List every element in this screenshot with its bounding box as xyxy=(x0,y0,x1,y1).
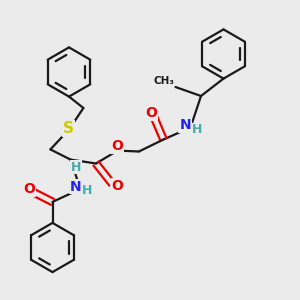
Text: H: H xyxy=(192,123,202,136)
Text: O: O xyxy=(23,182,35,196)
Text: N: N xyxy=(179,118,191,132)
Text: O: O xyxy=(111,179,123,193)
Text: H: H xyxy=(82,184,92,197)
Text: S: S xyxy=(63,121,74,136)
Text: CH₃: CH₃ xyxy=(153,76,174,85)
Text: H: H xyxy=(71,160,81,174)
Text: O: O xyxy=(145,106,157,120)
Text: O: O xyxy=(111,139,123,153)
Text: N: N xyxy=(70,180,82,194)
